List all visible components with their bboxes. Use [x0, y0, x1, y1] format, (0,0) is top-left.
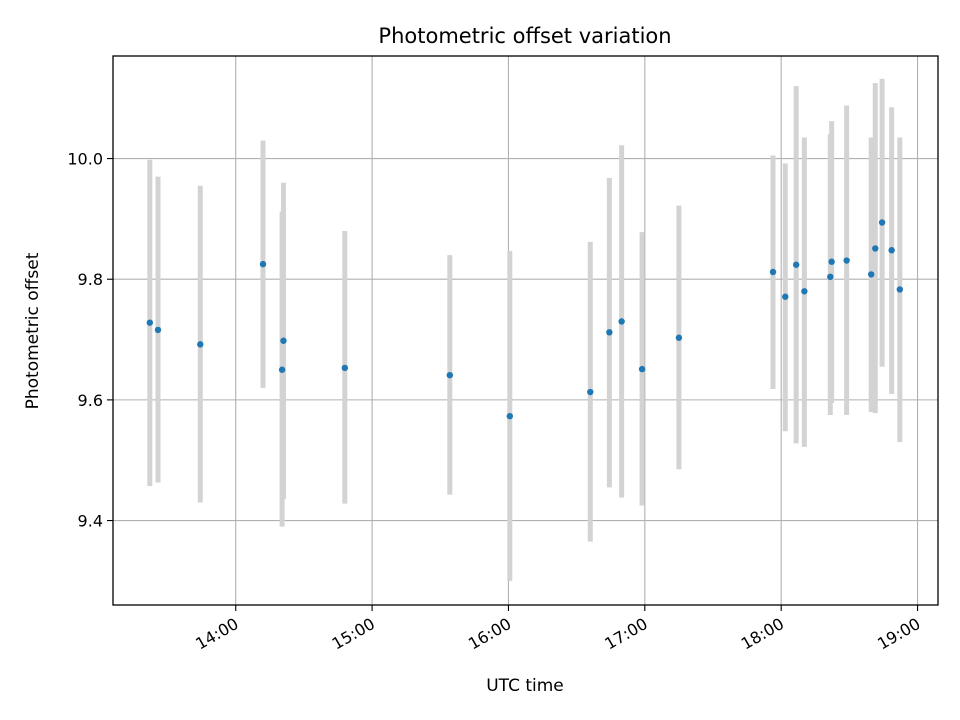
data-point — [638, 365, 646, 373]
y-tick-label: 9.4 — [78, 512, 103, 531]
data-point — [872, 245, 879, 252]
data-point — [867, 271, 875, 278]
data-point — [341, 364, 349, 372]
y-axis: 9.4 9.6 9.8 10.0 — [67, 150, 113, 531]
plot-area — [112, 55, 939, 606]
data-point — [146, 319, 154, 326]
data-point — [506, 412, 514, 420]
data-point — [769, 268, 777, 276]
data-point — [280, 337, 287, 344]
grid — [113, 56, 938, 605]
y-tick-label: 9.8 — [78, 270, 103, 289]
data-point — [843, 257, 850, 264]
data-point — [587, 388, 594, 396]
data-point — [675, 334, 683, 341]
data-point — [782, 293, 789, 300]
data-point — [828, 258, 835, 265]
data-point — [792, 261, 800, 268]
y-axis-label: Photometric offset — [23, 252, 43, 409]
data-point — [827, 273, 834, 281]
data-point — [878, 219, 886, 226]
data-point — [259, 260, 267, 268]
data-point — [278, 366, 286, 373]
data-point — [446, 371, 454, 379]
y-tick-label: 9.6 — [78, 391, 103, 410]
x-axis-label: UTC time — [486, 676, 564, 696]
data-point — [154, 326, 162, 334]
data-point — [197, 341, 204, 348]
data-point — [888, 247, 895, 254]
data-point — [606, 329, 613, 336]
data-point — [896, 286, 904, 293]
data-point — [801, 288, 808, 295]
data-point — [618, 318, 625, 325]
chart-title: Photometric offset variation — [378, 24, 671, 48]
y-tick-label: 10.0 — [67, 150, 103, 169]
data-points — [146, 219, 904, 420]
